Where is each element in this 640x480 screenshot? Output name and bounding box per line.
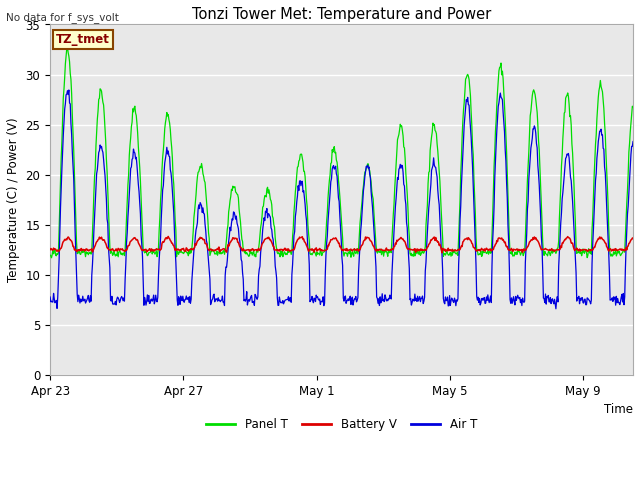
Panel T: [266, 191, 273, 197]
Panel T: [69, 130, 77, 136]
Battery V: [264, 234, 272, 240]
Title: Tonzi Tower Met: Temperature and Power: Tonzi Tower Met: Temperature and Power: [192, 7, 492, 22]
Legend: Panel T, Battery V, Air T: Panel T, Battery V, Air T: [201, 413, 482, 436]
Battery V: [46, 247, 54, 252]
Panel T: [298, 151, 305, 157]
Line: Panel T: Panel T: [50, 47, 640, 258]
Text: No data for f_sys_volt: No data for f_sys_volt: [6, 12, 119, 23]
Air T: [46, 294, 54, 300]
Panel T: [47, 255, 55, 261]
Air T: [552, 306, 560, 312]
Battery V: [386, 247, 394, 253]
Panel T: [387, 250, 395, 255]
Air T: [188, 278, 196, 284]
Battery V: [438, 250, 446, 256]
Air T: [65, 87, 73, 93]
Air T: [387, 295, 394, 300]
Air T: [531, 125, 539, 131]
X-axis label: Time: Time: [604, 403, 633, 417]
Air T: [265, 211, 273, 217]
Panel T: [189, 238, 196, 244]
Battery V: [531, 236, 539, 241]
Air T: [68, 150, 76, 156]
Line: Air T: Air T: [50, 90, 640, 309]
Panel T: [532, 96, 540, 102]
Battery V: [68, 238, 76, 244]
Battery V: [296, 235, 304, 240]
Panel T: [46, 252, 54, 258]
Battery V: [630, 233, 638, 239]
Line: Battery V: Battery V: [50, 236, 640, 253]
Air T: [297, 183, 305, 189]
Y-axis label: Temperature (C) / Power (V): Temperature (C) / Power (V): [7, 118, 20, 282]
Battery V: [188, 246, 195, 252]
Panel T: [63, 44, 71, 50]
Text: TZ_tmet: TZ_tmet: [56, 33, 110, 46]
